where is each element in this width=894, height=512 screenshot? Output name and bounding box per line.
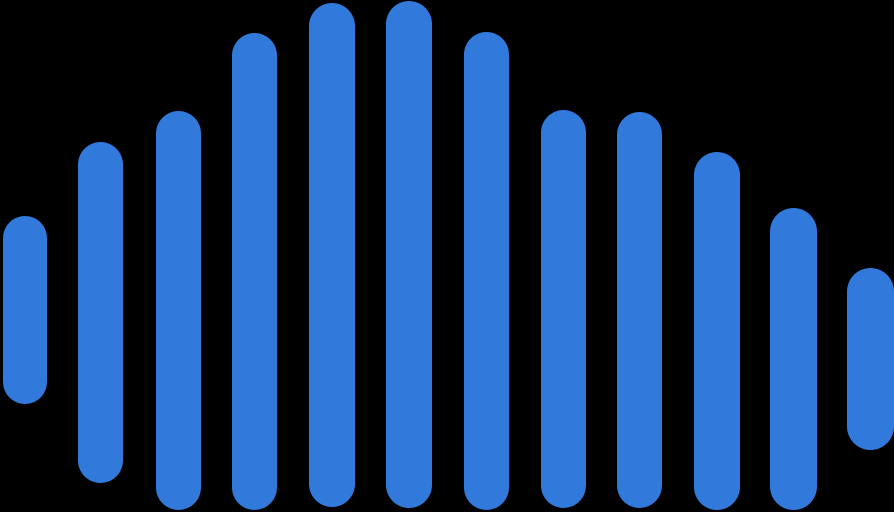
waveform-bar (156, 111, 201, 510)
waveform-bar (3, 216, 47, 404)
waveform-bar (770, 208, 817, 510)
waveform-bar (78, 142, 123, 483)
waveform-bar (309, 3, 355, 507)
waveform-bar (694, 152, 740, 510)
waveform-bar (386, 1, 432, 508)
waveform-bar (541, 110, 586, 508)
waveform-bar (617, 112, 662, 508)
waveform-bar (464, 32, 509, 510)
waveform-bar (847, 268, 894, 450)
waveform-bar (232, 33, 277, 510)
